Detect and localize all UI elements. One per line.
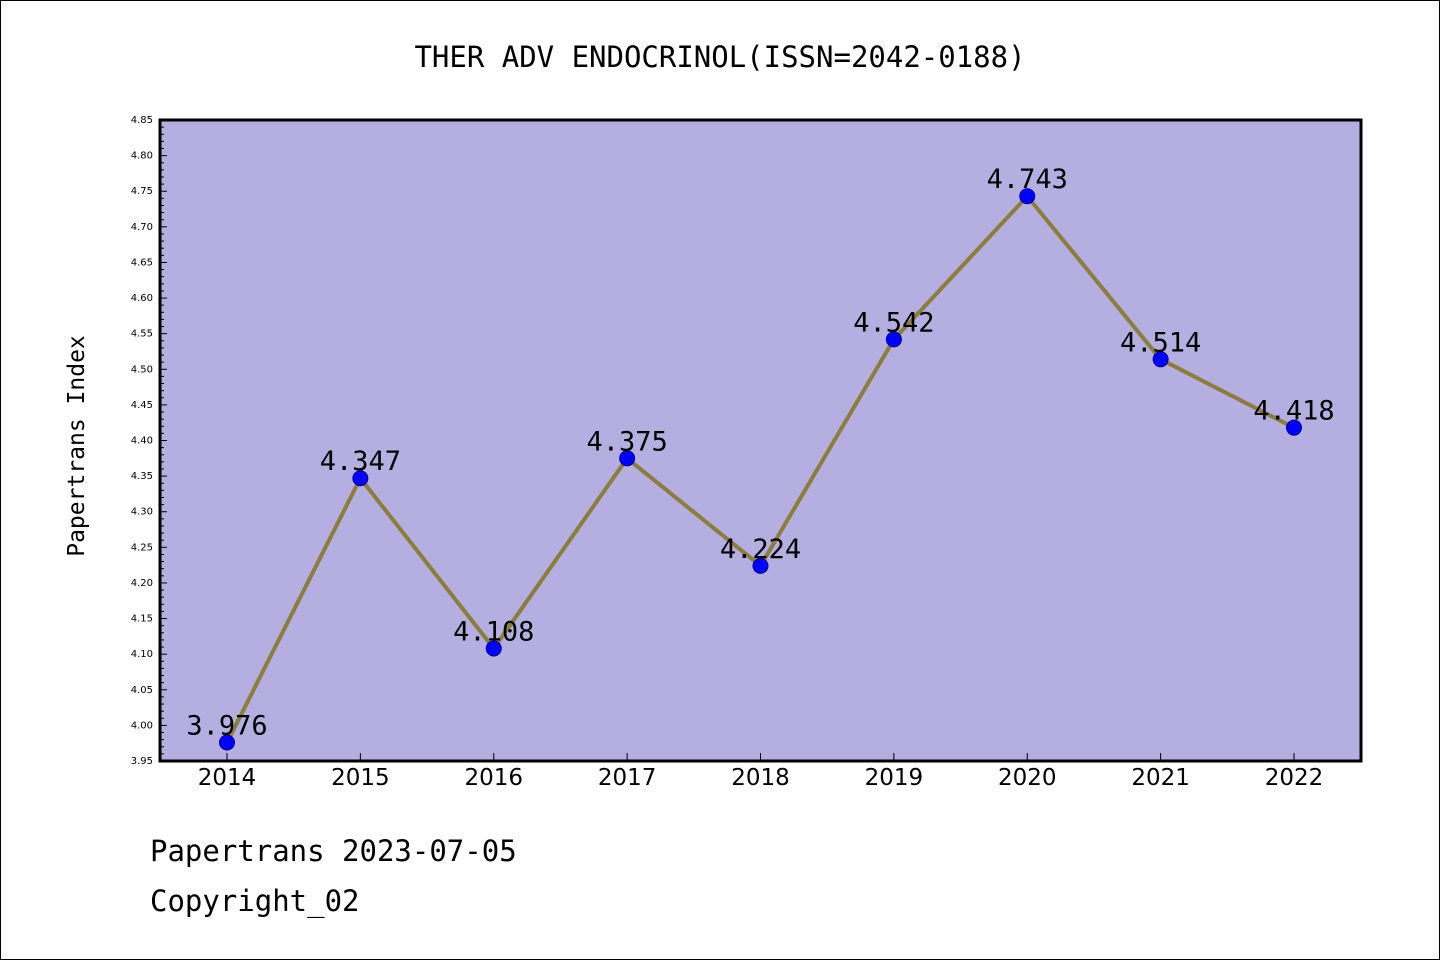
y-tick-label: 4.60 [131, 293, 153, 304]
x-tick-label: 2022 [1265, 765, 1324, 791]
y-tick-label: 4.30 [131, 507, 153, 518]
data-label: 4.224 [720, 534, 801, 565]
y-tick-label: 4.25 [131, 542, 153, 553]
y-tick-label: 4.65 [131, 257, 153, 268]
chart-title: THER ADV ENDOCRINOL(ISSN=2042-0188) [414, 40, 1025, 74]
y-tick-label: 4.20 [131, 578, 153, 589]
data-label: 4.542 [853, 307, 934, 338]
x-tick-label: 2020 [998, 765, 1057, 791]
y-tick-label: 4.70 [131, 222, 153, 233]
data-point [352, 470, 369, 487]
footer-copyright: Copyright_02 [150, 884, 360, 918]
x-axis-ticks: 2014 2015 2016 2017 2018 2019 2020 2021 2022 [198, 753, 1324, 791]
data-label: 3.976 [186, 710, 267, 741]
x-tick-label: 2019 [865, 765, 924, 791]
y-tick-label: 4.55 [131, 329, 153, 340]
x-tick-label: 2015 [331, 765, 390, 791]
x-tick-label: 2021 [1131, 765, 1190, 791]
data-label: 4.375 [586, 426, 667, 457]
data-point [885, 331, 902, 348]
y-axis-ticks: 3.95 4.00 4.05 4.10 4.15 4.20 4.25 4.30 4.35 4.40… [131, 115, 167, 767]
data-label: 4.347 [320, 446, 401, 477]
data-point [219, 734, 235, 751]
series-group [219, 188, 1302, 751]
y-axis-label: Papertrans Index [64, 335, 90, 557]
data-point [752, 557, 769, 574]
y-tick-label: 4.10 [131, 649, 153, 660]
y-tick-label: 4.85 [131, 115, 153, 126]
y-tick-label: 3.95 [131, 756, 153, 767]
data-point [1286, 419, 1302, 436]
y-tick-label: 4.80 [131, 151, 153, 162]
data-label: 4.743 [987, 164, 1068, 195]
x-tick-label: 2017 [598, 765, 657, 791]
footer-date: Papertrans 2023-07-05 [150, 834, 517, 868]
x-tick-label: 2018 [731, 765, 790, 791]
data-point [1019, 188, 1036, 205]
data-point [619, 450, 636, 467]
y-tick-label: 4.35 [131, 471, 153, 482]
data-label: 4.418 [1253, 396, 1334, 427]
y-tick-label: 4.50 [131, 364, 153, 375]
data-point [485, 640, 502, 657]
plot-area [158, 118, 1363, 763]
x-tick-label: 2016 [464, 765, 523, 791]
data-label: 4.514 [1120, 327, 1201, 358]
y-tick-label: 4.00 [131, 720, 153, 731]
data-point [1152, 351, 1169, 368]
y-tick-label: 4.05 [131, 685, 153, 696]
data-label: 4.108 [453, 616, 534, 647]
y-tick-label: 4.40 [131, 436, 153, 447]
y-tick-label: 4.75 [131, 186, 153, 197]
x-tick-label: 2014 [198, 765, 257, 791]
data-labels-group: 3.976 4.347 4.108 4.375 4.224 4.542 4.743 4.514… [186, 164, 1334, 741]
y-tick-label: 4.15 [131, 614, 153, 625]
y-tick-label: 4.45 [131, 400, 153, 411]
